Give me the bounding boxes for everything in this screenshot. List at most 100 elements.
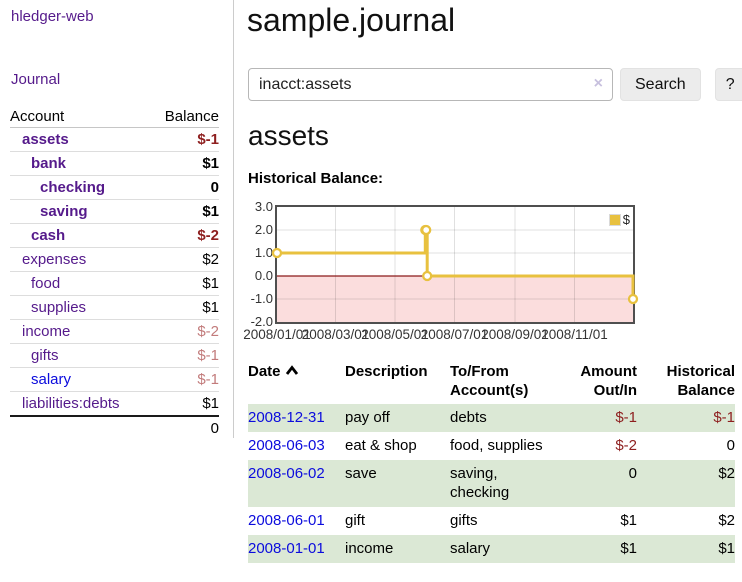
account-row: salary $-1 [10, 368, 219, 392]
register-header-balance: Historical Balance [666, 363, 735, 399]
clear-search-icon[interactable]: × [593, 75, 603, 92]
account-balance: $1 [202, 395, 219, 412]
register-cell-amount: $1 [620, 540, 637, 557]
chart-title: Historical Balance: [248, 170, 384, 187]
y-tick-label: -2.0 [250, 314, 273, 329]
account-link-liabilities-debts[interactable]: liabilities:debts [22, 395, 120, 412]
register-cell-description: eat & shop [345, 437, 417, 454]
register-header-accounts: To/From Account(s) [450, 363, 529, 399]
y-tick-label: 3.0 [254, 199, 273, 214]
account-link-expenses[interactable]: expenses [22, 251, 87, 268]
account-row: checking 0 [10, 176, 219, 200]
chart-plot-area: $ [271, 205, 639, 324]
y-tick-label: -1.0 [250, 291, 273, 306]
x-tick-label: 2008/11/01 [541, 327, 608, 342]
account-balance: $1 [202, 299, 219, 316]
register-cell-accounts: salary [450, 540, 491, 557]
register-cell-date: 2008-06-03 [248, 432, 345, 460]
historical-balance-chart: 3.0 2.0 1.0 0.0 -1.0 -2.0 $ 2008/01/01 2008/03… [243, 198, 673, 350]
register-table-body: 2008-12-31 pay off debts $-1 $-1 2008-06-03 ea… [248, 404, 735, 563]
x-tick-label: 2008/07/01 [420, 327, 489, 342]
register-cell-description: save [345, 465, 377, 482]
register-row: 2008-12-31 pay off debts $-1 $-1 [248, 404, 735, 432]
register-row: 2008-06-03 eat & shop food, supplies $-2 0 [248, 432, 735, 460]
search-box: × [248, 68, 613, 101]
account-balance: $-2 [197, 227, 219, 244]
account-row: expenses $2 [10, 248, 219, 272]
x-tick-label: 2008/01/01 [243, 327, 311, 342]
legend-label: $ [622, 212, 630, 227]
x-tick-label: 2008/03/01 [301, 327, 370, 342]
accounts-table-header: Account Balance [10, 106, 219, 128]
account-balance: $1 [202, 155, 219, 172]
y-tick-label: 2.0 [254, 222, 273, 237]
account-link-salary[interactable]: salary [31, 371, 72, 388]
account-row: income $-2 [10, 320, 219, 344]
register-cell-balance: $1 [718, 540, 735, 557]
register-cell-accounts: food, supplies [450, 437, 543, 454]
register-cell-balance: $2 [718, 512, 735, 529]
account-balance: 0 [210, 179, 219, 196]
date-link[interactable]: 2008-01-01 [248, 540, 325, 557]
register-header-amount: Amount Out/In [580, 363, 637, 399]
date-link[interactable]: 2008-12-31 [248, 409, 325, 426]
account-balance: $1 [202, 203, 219, 220]
register-cell-accounts: saving, checking [450, 465, 510, 501]
account-heading: assets [248, 120, 329, 151]
register-cell-balance: $2 [718, 465, 735, 482]
register-header-row: Date Description To/From Account(s) Amoun… [248, 362, 735, 404]
account-link-income[interactable]: income [22, 323, 71, 340]
account-balance: $-2 [197, 323, 219, 340]
register-cell-date: 2008-01-01 [248, 535, 345, 563]
sidebar-divider [233, 0, 234, 438]
register-cell-description: income [345, 540, 394, 557]
date-link[interactable]: 2008-06-02 [248, 465, 325, 482]
account-row: supplies $1 [10, 296, 219, 320]
search-input[interactable] [248, 68, 613, 101]
register-header-description: Description [345, 363, 428, 380]
date-header-label: Date [248, 363, 281, 380]
sort-ascending-icon [285, 365, 298, 375]
chart-canvas [271, 207, 639, 322]
register-cell-balance: 0 [726, 437, 735, 454]
register-cell-amount: $-1 [615, 409, 637, 426]
account-balance: $-1 [197, 347, 219, 364]
register-header-date[interactable]: Date [248, 362, 345, 404]
register-cell-date: 2008-06-01 [248, 507, 345, 535]
x-tick-label: 2008/09/01 [481, 327, 549, 342]
register-row: 2008-01-01 income salary $1 $1 [248, 535, 735, 563]
register-row: 2008-06-01 gift gifts $1 $2 [248, 507, 735, 535]
help-button[interactable]: ? [714, 68, 742, 101]
search-form: × Search ? [248, 68, 742, 101]
account-row: assets $-1 [10, 128, 219, 152]
account-balance: $1 [202, 275, 219, 292]
register-cell-description: gift [345, 512, 366, 529]
date-link[interactable]: 2008-06-01 [248, 512, 325, 529]
account-link-cash[interactable]: cash [31, 227, 66, 244]
account-link-food[interactable]: food [31, 275, 61, 292]
register-cell-amount: 0 [628, 465, 637, 482]
account-row: saving $1 [10, 200, 219, 224]
page-title: sample.journal [247, 2, 456, 38]
account-link-bank[interactable]: bank [31, 155, 67, 172]
account-link-gifts[interactable]: gifts [31, 347, 59, 364]
search-button[interactable]: Search [620, 68, 701, 101]
account-balance: $-1 [197, 371, 219, 388]
account-row: cash $-2 [10, 224, 219, 248]
account-link-supplies[interactable]: supplies [31, 299, 87, 316]
app-title-link[interactable]: hledger-web [11, 8, 94, 25]
sidebar-item-journal[interactable]: Journal [11, 71, 61, 88]
x-tick-label: 2008/05/01 [361, 327, 429, 342]
account-link-assets[interactable]: assets [22, 131, 69, 148]
account-row: liabilities:debts $1 [10, 392, 219, 415]
account-balance: $-1 [197, 131, 219, 148]
accounts-table-body: assets $-1 bank $1 checking 0 saving $1 cash $-2 e… [10, 128, 219, 415]
account-row: gifts $-1 [10, 344, 219, 368]
date-link[interactable]: 2008-06-03 [248, 437, 325, 454]
legend-swatch-icon [608, 213, 621, 226]
register-cell-balance: $-1 [713, 409, 735, 426]
account-link-checking[interactable]: checking [40, 179, 106, 196]
accounts-header-balance: Balance [164, 108, 219, 125]
chart-legend: $ [608, 212, 630, 227]
account-link-saving[interactable]: saving [40, 203, 88, 220]
